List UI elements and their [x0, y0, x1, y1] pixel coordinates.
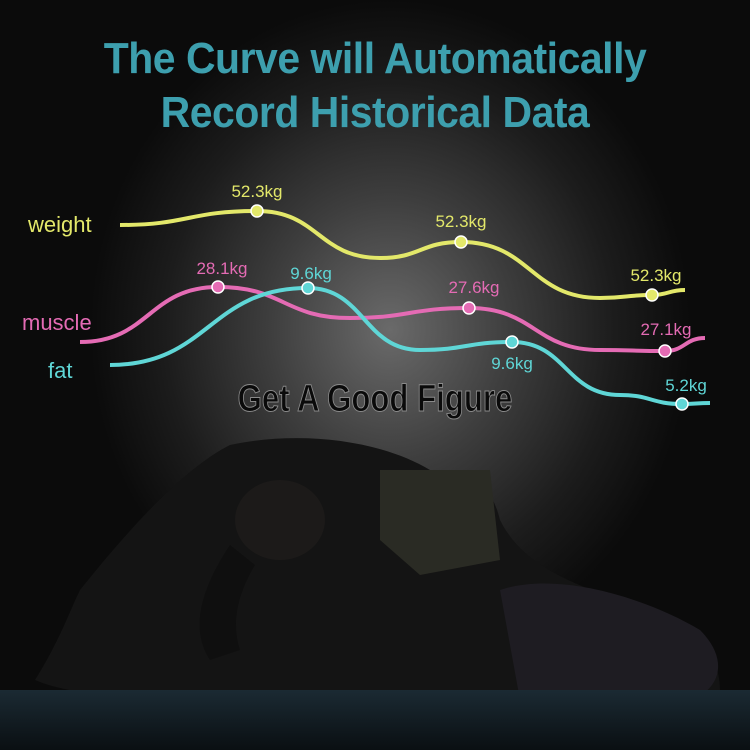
weight-data-point [454, 235, 468, 249]
muscle-curve [79, 284, 706, 354]
headline-line-2: Record Historical Data [160, 88, 590, 137]
muscle-data-point [462, 301, 476, 315]
muscle-data-point [211, 280, 225, 294]
weight-data-label: 52.3kg [630, 266, 681, 285]
fat-curve [109, 285, 711, 407]
fat-data-label: 5.2kg [665, 376, 707, 395]
muscle-data-label: 27.1kg [640, 320, 691, 339]
weight-series-label: weight [27, 212, 92, 237]
yoga-mat [0, 690, 750, 750]
headline-line-1: The Curve will Automatically [103, 34, 647, 83]
fat-series-label: fat [48, 358, 72, 383]
muscle-data-label: 28.1kg [196, 259, 247, 278]
weight-data-label: 52.3kg [435, 212, 486, 231]
fat-data-point [675, 397, 689, 411]
woman-silhouette-photo [35, 438, 720, 700]
weight-data-point [250, 204, 264, 218]
fat-data-point [301, 281, 315, 295]
fat-data-label: 9.6kg [290, 264, 332, 283]
fat-data-point [505, 335, 519, 349]
weight-data-label: 52.3kg [231, 182, 282, 201]
muscle-series-label: muscle [22, 310, 92, 335]
weight-curve [119, 208, 686, 301]
fat-data-label: 9.6kg [491, 354, 533, 373]
muscle-data-label: 27.6kg [448, 278, 499, 297]
weight-data-point [645, 288, 659, 302]
muscle-data-point [658, 344, 672, 358]
slogan-text: Get A Good Figure [237, 378, 513, 421]
